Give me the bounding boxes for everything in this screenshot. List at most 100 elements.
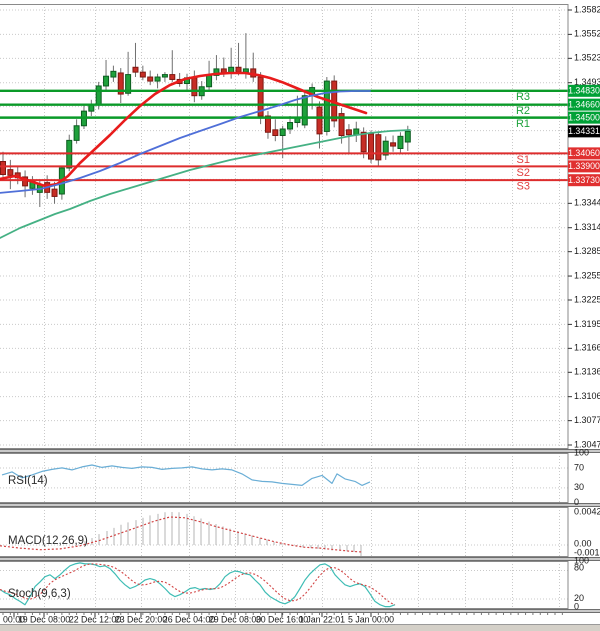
stoch-scale-label: 20	[574, 593, 584, 603]
rsi-line	[1, 464, 371, 486]
bear-candle	[132, 66, 139, 73]
support-label-s1: S1	[517, 154, 530, 166]
bear-candle	[257, 76, 264, 117]
price-tick-label: 1.33145	[574, 222, 600, 232]
moving-averages	[0, 71, 411, 239]
support-price-badge-s2-text: 1.33900	[568, 161, 600, 171]
macd-signal-line	[0, 516, 363, 553]
rsi-label: RSI(14)	[8, 475, 48, 487]
resistance-price-badge-r3-text: 1.34830	[568, 86, 600, 96]
stoch-d-line	[0, 563, 396, 606]
time-tick-label: 29 Dec 08:00	[209, 614, 261, 624]
rsi-scale-label: 100	[574, 447, 589, 457]
price-tick-label: 1.31955	[574, 319, 600, 329]
status-strip	[0, 624, 600, 631]
stoch-plot-area[interactable]	[0, 561, 568, 609]
price-tick-label: 1.35825	[574, 4, 600, 14]
bull-candle	[213, 68, 220, 76]
macd-plot-area[interactable]	[0, 507, 568, 557]
support-label-s3: S3	[517, 181, 530, 193]
rsi-scale-label: 30	[574, 482, 584, 492]
bear-candle	[0, 161, 6, 176]
rsi-indicator: RSI(14)	[1, 464, 371, 487]
price-tick-label: 1.30470	[574, 439, 600, 449]
bear-candle	[191, 77, 198, 97]
price-badges: 1.34830 1.34660 1.34500 1.34331 1.34060 1.339…	[568, 84, 600, 187]
time-tick-label: 19 Dec 08:00	[18, 614, 70, 624]
bull-candle	[353, 128, 360, 136]
price-tick-label: 1.32550	[574, 270, 600, 280]
price-tick-label: 1.32850	[574, 246, 600, 256]
price-tick-label: 1.31365	[574, 367, 600, 377]
macd-scale-label: 0.00	[574, 538, 592, 548]
bull-candle	[206, 74, 213, 88]
bull-candle	[279, 128, 286, 137]
panel-border	[0, 453, 569, 503]
resistance-price-badge-r2-text: 1.34660	[568, 99, 600, 109]
bear-candle	[51, 188, 58, 197]
panel-border	[0, 561, 569, 609]
panel-separator[interactable]	[0, 557, 600, 561]
bear-candle	[7, 169, 14, 176]
panel-separator[interactable]	[0, 503, 600, 507]
time-tick-label: 26 Dec 04:00	[163, 614, 215, 624]
support-price-badge-s1-text: 1.34060	[568, 148, 600, 158]
panel-separator[interactable]	[0, 449, 600, 453]
price-tick-label: 1.30770	[574, 415, 600, 425]
resistance-label-r2: R2	[516, 105, 530, 117]
bear-candle	[264, 115, 271, 133]
resistance-price-badge-r1	[568, 111, 600, 124]
panel-separators	[0, 449, 600, 613]
bull-candle	[242, 68, 249, 73]
current-price-badge-text: 1.34331	[568, 126, 600, 136]
bear-candle	[139, 71, 146, 78]
main-plot-area[interactable]	[0, 4, 568, 449]
ma-mid-blue-line	[0, 90, 371, 194]
time-tick-label: 5 Jan 00:00	[348, 614, 394, 624]
time-tick-label: 30 Dec 16:00	[256, 614, 308, 624]
bull-candle	[95, 85, 102, 106]
rsi-plot-area[interactable]	[0, 453, 568, 503]
price-tick-label: 1.31660	[574, 343, 600, 353]
bear-candle	[316, 106, 323, 135]
rsi-scale-label: 70	[574, 462, 584, 472]
stoch-label: Stoch(9,6,3)	[8, 588, 71, 600]
bull-candle	[125, 74, 132, 94]
bull-candle	[103, 75, 110, 87]
bear-candle	[375, 134, 382, 161]
grid-lines	[0, 4, 568, 609]
panel-border	[0, 4, 569, 449]
price-axis[interactable]: 1.35825 1.35525 1.35230 1.34930 1.33445 1.331…	[568, 4, 600, 611]
time-tick-label: 22 Dec 12:00	[69, 614, 121, 624]
current-price-badge	[568, 125, 600, 138]
resistance-label-r3: R3	[516, 91, 530, 103]
bull-candle	[287, 122, 294, 130]
ma-fast-red-line	[0, 71, 368, 188]
stoch-scale-label: 0	[574, 601, 579, 611]
bear-candle	[338, 113, 345, 137]
stoch-scale-label: 80	[574, 563, 584, 573]
stoch-scale-label: 100	[574, 555, 589, 565]
bear-candle	[235, 66, 242, 73]
price-tick-label: 1.35230	[574, 53, 600, 63]
bear-candle	[368, 133, 374, 160]
macd-scale-label: -0.001503	[574, 547, 600, 557]
price-tick-label: 1.34930	[574, 77, 600, 87]
bull-candle	[323, 80, 330, 132]
stoch-indicator: Stoch(9,6,3)	[0, 562, 396, 608]
price-tick-label: 1.32255	[574, 294, 600, 304]
bear-candle	[169, 74, 176, 80]
bear-candle	[390, 142, 397, 147]
time-tick-label: 00:00	[3, 614, 25, 624]
panel-border	[0, 507, 569, 557]
bear-candle	[117, 72, 124, 95]
resistance-price-badge-r1-text: 1.34500	[568, 112, 600, 122]
panel-separator[interactable]	[0, 609, 600, 613]
support-price-badge-s3-text: 1.33730	[568, 175, 600, 185]
bull-candle	[382, 140, 389, 156]
bear-candle	[272, 129, 279, 137]
price-tick-label: 1.31065	[574, 391, 600, 401]
bull-candle	[73, 125, 80, 141]
